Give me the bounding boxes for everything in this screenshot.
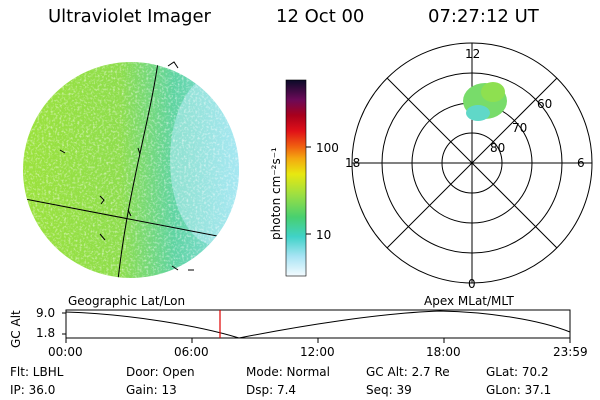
lat-label-60: 60 (537, 97, 553, 111)
x-tick-2359: 23:59 (553, 345, 588, 359)
uv-earth-image (23, 61, 239, 278)
date-label: 12 Oct 00 (276, 6, 365, 27)
x-tick-1200: 12:00 (300, 345, 335, 359)
dsp-info: Dsp: 7.4 (246, 383, 297, 397)
filter-info: Flt: LBHL (10, 365, 64, 379)
colorbar-tick-100: 100 (316, 141, 339, 155)
x-tick-1800: 18:00 (426, 345, 461, 359)
timeline-plot (62, 309, 571, 343)
mlt-label-6: 6 (577, 156, 585, 170)
colorbar (285, 79, 311, 277)
apex-mlat-label: Apex MLat/MLT (424, 294, 514, 308)
colorbar-tick-10: 10 (316, 228, 332, 242)
lat-label-80: 80 (490, 141, 506, 155)
mlt-label-12: 12 (465, 47, 481, 61)
ip-info: IP: 36.0 (10, 383, 56, 397)
lat-label-70: 70 (512, 121, 528, 135)
x-tick-0600: 06:00 (174, 345, 209, 359)
door-info: Door: Open (126, 365, 195, 379)
polar-plot (351, 42, 593, 284)
y-tick-high: 9.0 (36, 306, 56, 320)
glat-info: GLat: 70.2 (486, 365, 549, 379)
app-title: Ultraviolet Imager (48, 6, 211, 27)
glon-info: GLon: 37.1 (486, 383, 552, 397)
time-label: 07:27:12 UT (428, 6, 539, 27)
gain-info: Gain: 13 (126, 383, 177, 397)
gc-alt-info: GC Alt: 2.7 Re (366, 365, 450, 379)
mlt-label-0: 0 (468, 277, 476, 291)
mlt-label-18: 18 (345, 156, 361, 170)
gc-alt-axis-label: GC Alt (9, 310, 23, 348)
mode-info: Mode: Normal (246, 365, 330, 379)
auroral-patch (463, 82, 507, 121)
geo-latlon-label: Geographic Lat/Lon (68, 294, 186, 308)
colorbar-unit-label: photon cm⁻²s⁻¹ (269, 147, 283, 240)
y-tick-low: 1.8 (36, 326, 56, 340)
x-tick-0000: 00:00 (48, 345, 83, 359)
seq-info: Seq: 39 (366, 383, 412, 397)
